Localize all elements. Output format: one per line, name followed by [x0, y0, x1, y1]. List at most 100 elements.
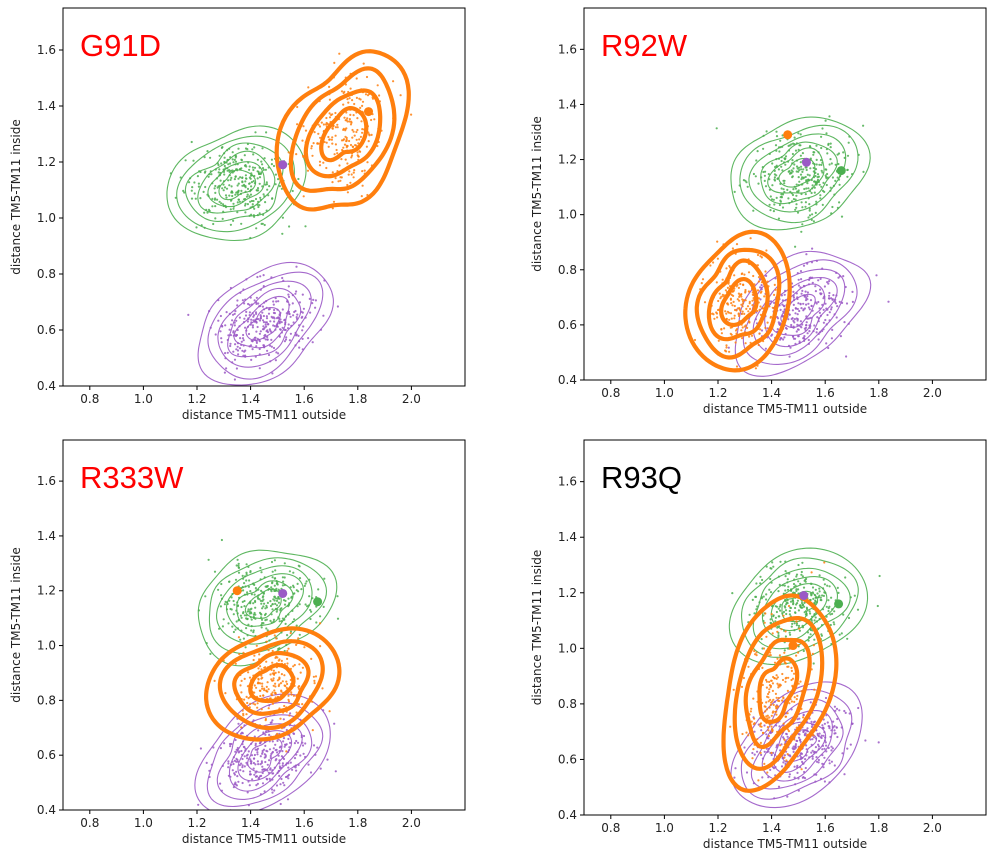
scatter-point: [812, 734, 815, 737]
scatter-point: [795, 194, 798, 197]
scatter-point: [808, 308, 812, 311]
scatter-point: [254, 599, 257, 603]
scatter-point: [255, 330, 258, 333]
scatter-point: [212, 222, 215, 226]
x-tick-label: 0.8: [80, 392, 99, 406]
scatter-point: [774, 605, 777, 608]
scatter-point: [769, 577, 772, 581]
scatter-point: [243, 755, 246, 758]
scatter-point: [756, 150, 759, 153]
scatter-point: [256, 702, 259, 705]
scatter-point: [255, 302, 258, 305]
scatter-point: [753, 753, 756, 756]
scatter-point: [191, 186, 194, 189]
scatter-point: [318, 164, 322, 167]
scatter-point: [265, 689, 268, 692]
scatter-point: [261, 752, 264, 755]
centroid-marker: [788, 641, 798, 651]
scatter-point: [252, 199, 255, 203]
scatter-point: [829, 613, 832, 616]
scatter-point: [289, 632, 292, 635]
scatter-point: [825, 168, 828, 171]
scatter-point: [763, 724, 766, 727]
scatter-point: [799, 173, 803, 176]
scatter-point: [781, 303, 784, 306]
scatter-point: [788, 313, 791, 316]
scatter-point: [741, 298, 744, 301]
scatter-point: [355, 130, 358, 134]
scatter-point: [260, 626, 263, 629]
scatter-point: [796, 771, 799, 775]
scatter-point: [237, 566, 241, 570]
scatter-point: [248, 579, 251, 582]
scatter-point: [778, 725, 781, 728]
scatter-point: [261, 311, 264, 314]
scatter-point: [814, 290, 818, 293]
scatter-point: [274, 569, 277, 572]
scatter-point: [832, 294, 835, 297]
scatter-point: [256, 753, 259, 756]
scatter-point: [337, 180, 340, 183]
scatter-point: [225, 311, 228, 314]
scatter-point: [763, 295, 766, 298]
scatter-point: [814, 616, 817, 619]
scatter-point: [266, 338, 269, 341]
y-axis-label: distance TM5-TM11 inside: [530, 550, 544, 706]
scatter-point: [789, 633, 792, 636]
scatter-point: [724, 310, 727, 313]
contour-line: [767, 147, 825, 194]
x-tick-label: 1.2: [187, 392, 206, 406]
scatter-point: [297, 177, 300, 181]
scatter-point: [262, 321, 266, 324]
scatter-point: [836, 176, 839, 179]
scatter-point: [264, 168, 267, 171]
scatter-point: [275, 599, 279, 603]
scatter-point: [230, 742, 233, 746]
scatter-point: [366, 161, 369, 164]
scatter-point: [229, 607, 232, 611]
scatter-point: [243, 599, 246, 603]
scatter-point: [774, 288, 777, 291]
contour-line: [740, 689, 853, 800]
scatter-point: [287, 285, 290, 288]
scatter-point: [351, 136, 354, 139]
scatter-point: [744, 342, 747, 345]
scatter-point: [264, 733, 267, 736]
scatter-point: [276, 325, 279, 328]
scatter-point: [237, 780, 240, 783]
scatter-point: [778, 150, 781, 153]
scatter-point: [236, 345, 239, 348]
scatter-point: [231, 769, 234, 772]
scatter-point: [817, 596, 820, 599]
scatter-point: [256, 189, 259, 192]
scatter-point: [745, 771, 749, 774]
scatter-point: [781, 169, 784, 172]
scatter-point: [331, 113, 334, 116]
scatter-point: [780, 165, 783, 168]
scatter-point: [311, 341, 314, 344]
contour-line: [741, 557, 859, 658]
scatter-point: [777, 635, 780, 639]
scatter-point: [241, 764, 244, 767]
scatter-point: [361, 128, 364, 131]
scatter-point: [796, 211, 800, 214]
scatter-point: [252, 702, 255, 705]
scatter-point: [830, 760, 834, 763]
scatter-point: [846, 154, 850, 157]
scatter-point: [275, 351, 278, 354]
scatter-point: [270, 158, 273, 161]
scatter-point: [803, 307, 807, 310]
scatter-point: [244, 147, 248, 150]
scatter-point: [250, 629, 253, 632]
scatter-point: [739, 309, 742, 312]
scatter-point: [349, 113, 352, 116]
scatter-point: [279, 783, 282, 786]
scatter-point: [240, 605, 243, 609]
scatter-point: [786, 735, 789, 738]
scatter-point: [199, 747, 202, 750]
scatter-point: [796, 694, 799, 698]
scatter-point: [280, 673, 283, 676]
scatter-point: [818, 587, 821, 590]
scatter-point: [809, 633, 812, 636]
scatter-point: [293, 742, 296, 745]
